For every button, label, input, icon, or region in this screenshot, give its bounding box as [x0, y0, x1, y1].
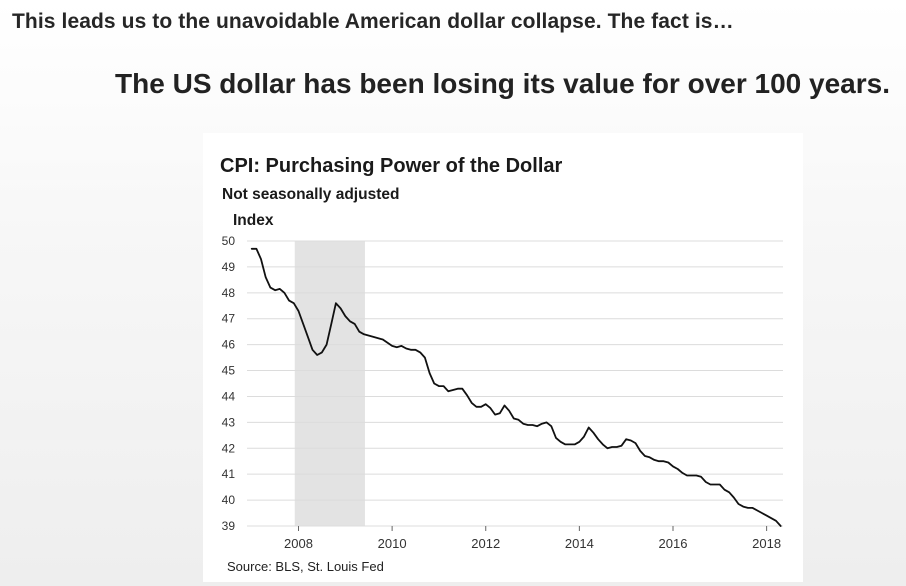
- x-tick-label: 2018: [752, 536, 781, 551]
- y-tick-label: 39: [222, 519, 236, 533]
- intro-text: This leads us to the unavoidable America…: [12, 10, 734, 33]
- y-tick-label: 47: [222, 312, 236, 326]
- chart-title: CPI: Purchasing Power of the Dollar: [220, 155, 563, 177]
- recession-shade: [294, 241, 365, 526]
- chart-source: Source: BLS, St. Louis Fed: [227, 559, 384, 574]
- x-tick-label: 2010: [378, 536, 407, 551]
- chart-plot: 39 40 41 42 43 44 45 46 47 48 49 50 2008 2010 2012 2014…: [222, 234, 783, 551]
- y-tick-label: 45: [222, 364, 236, 378]
- x-tick-label: 2016: [659, 536, 688, 551]
- headline: The US dollar has been losing its value …: [115, 68, 890, 99]
- y-tick-label: 50: [222, 234, 236, 248]
- y-tick-label: 42: [222, 441, 236, 455]
- y-tick-label: 46: [222, 338, 236, 352]
- chart-subtitle: Not seasonally adjusted: [222, 186, 400, 203]
- chart-card: CPI: Purchasing Power of the Dollar Not …: [203, 133, 803, 582]
- x-tick-label: 2008: [284, 536, 313, 551]
- series-line: [250, 247, 782, 527]
- y-tick-label: 48: [222, 286, 236, 300]
- y-tick-label: 44: [222, 389, 236, 403]
- y-tick-label: 40: [222, 493, 236, 507]
- y-axis-label: Index: [233, 212, 274, 229]
- y-tick-label: 43: [222, 415, 236, 429]
- y-tick-label: 49: [222, 260, 236, 274]
- x-tick-label: 2012: [471, 536, 500, 551]
- y-tick-label: 41: [222, 467, 236, 481]
- x-tick-label: 2014: [565, 536, 594, 551]
